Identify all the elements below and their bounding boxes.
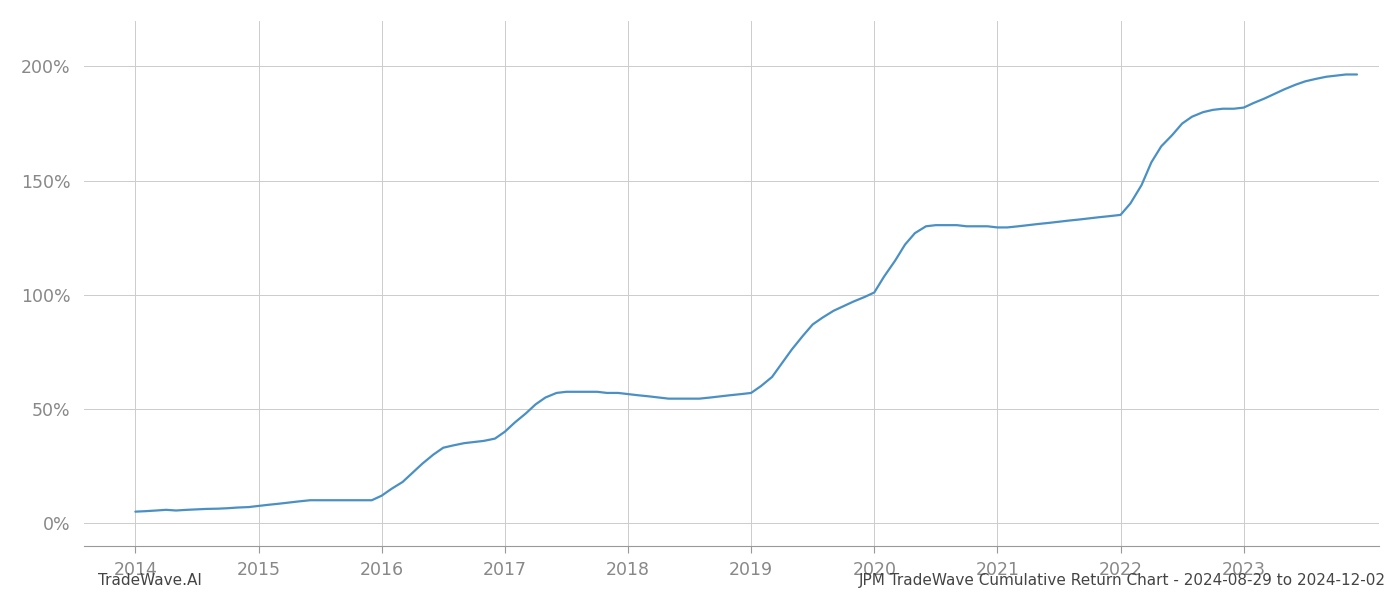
Text: JPM TradeWave Cumulative Return Chart - 2024-08-29 to 2024-12-02: JPM TradeWave Cumulative Return Chart - …: [860, 573, 1386, 588]
Text: TradeWave.AI: TradeWave.AI: [98, 573, 202, 588]
